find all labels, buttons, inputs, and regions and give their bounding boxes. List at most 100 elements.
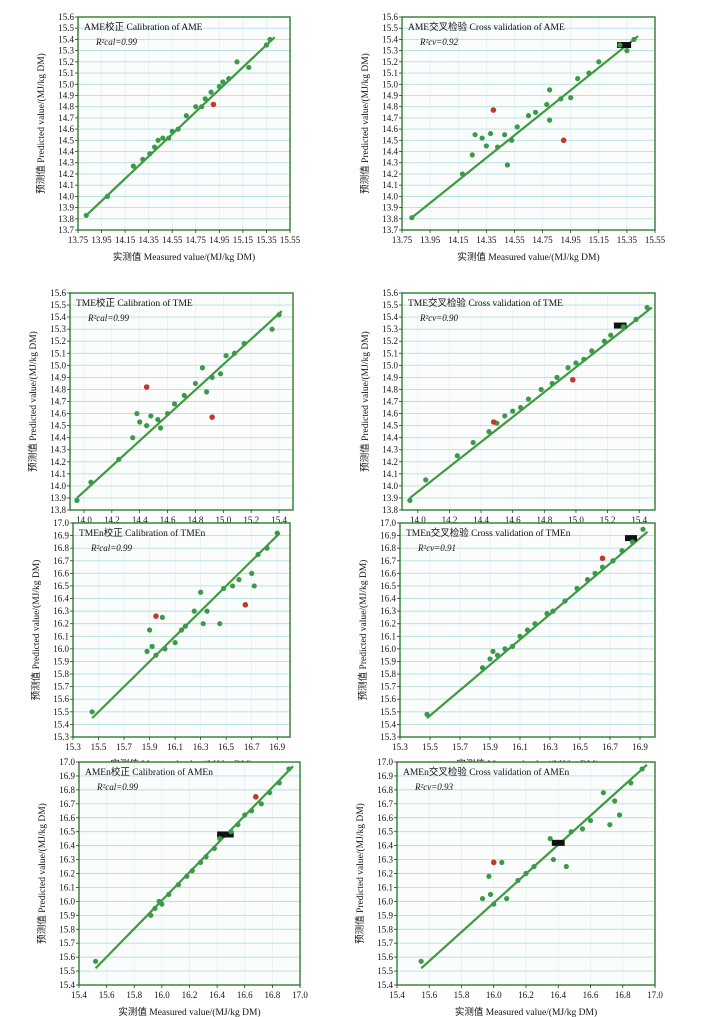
y-tick-label: 13.9	[382, 203, 398, 213]
r-squared-label: R²cal=0.99	[95, 37, 138, 47]
y-tick-label: 14.3	[50, 445, 66, 455]
data-point	[264, 545, 270, 551]
data-point	[563, 863, 569, 870]
x-tick-label: 13.75	[392, 235, 413, 245]
x-tick-label: 14.4	[473, 515, 489, 525]
x-tick-label: 15.55	[645, 235, 666, 245]
data-point	[181, 392, 187, 399]
x-tick-label: 16.2	[518, 990, 534, 1000]
y-tick-label: 14.3	[58, 158, 74, 168]
y-tick-label: 16.2	[59, 869, 75, 879]
y-tick-label: 16.4	[380, 594, 396, 604]
y-tick-label: 16.4	[53, 594, 69, 604]
data-point	[620, 324, 626, 330]
data-point	[586, 70, 592, 76]
y-tick-label: 16.9	[380, 531, 396, 541]
data-point	[510, 408, 516, 414]
y-tick-label: 14.8	[58, 102, 74, 112]
x-tick-label: 14.75	[186, 235, 207, 245]
data-point	[159, 614, 165, 621]
y-tick-label: 17.0	[59, 757, 75, 767]
data-point	[502, 413, 508, 419]
y-tick-label: 15.4	[58, 34, 74, 44]
x-tick-label: 15.4	[71, 990, 87, 1000]
overlap-band	[613, 322, 627, 329]
x-tick-label: 15.2	[600, 515, 616, 525]
y-tick-label: 14.9	[58, 90, 74, 100]
x-tick-label: 14.95	[209, 235, 230, 245]
y-tick-label: 13.8	[382, 505, 398, 515]
data-point	[226, 76, 232, 82]
data-point	[479, 665, 486, 671]
r-squared-label: R²cv=0.93	[414, 782, 454, 792]
data-point	[631, 36, 637, 43]
data-point	[134, 410, 140, 417]
data-point	[579, 826, 586, 832]
data-point	[549, 380, 555, 387]
data-point	[234, 59, 240, 65]
data-point	[479, 895, 486, 902]
x-tick-label: 15.4	[389, 990, 405, 1000]
panel-title: TME交叉检验 Cross validation of TME	[408, 297, 563, 309]
y-tick-label: 15.3	[50, 324, 66, 334]
panel-title: AMEn交叉检验 Cross validation of AMEn	[403, 766, 569, 778]
x-tick-label: 15.15	[589, 235, 610, 245]
plot-frame	[399, 522, 656, 738]
data-point	[152, 905, 158, 911]
y-tick-label: 14.8	[382, 102, 398, 112]
y-tick-label: 15.3	[53, 732, 69, 742]
plot-frame	[401, 16, 656, 231]
data-point	[231, 350, 238, 356]
x-tick-label: 14.0	[410, 515, 426, 525]
y-tick-label: 14.1	[382, 469, 398, 479]
x-tick-label: 16.3	[193, 742, 209, 752]
data-point	[217, 621, 223, 627]
data-point	[221, 585, 227, 592]
data-point	[479, 135, 485, 141]
y-tick-label: 14.1	[58, 180, 74, 190]
data-point	[504, 162, 511, 168]
y-tick-label: 14.3	[382, 158, 398, 168]
data-point	[514, 124, 520, 130]
y-tick-label: 16.0	[59, 896, 75, 906]
data-point	[610, 558, 616, 564]
y-tick-label: 15.2	[58, 57, 74, 67]
y-tick-label: 15.8	[59, 924, 75, 934]
y-tick-label: 15.6	[380, 694, 396, 704]
y-tick-label: 16.5	[59, 827, 75, 837]
y-tick-label: 15.1	[58, 68, 74, 78]
y-tick-label: 16.3	[377, 855, 393, 865]
data-point	[546, 87, 553, 93]
x-tick-label: 15.7	[452, 742, 468, 752]
data-point	[255, 551, 261, 558]
y-tick-label: 16.8	[59, 785, 75, 795]
data-point	[568, 829, 574, 835]
data-point	[515, 877, 521, 884]
y-tick-label: 14.1	[382, 180, 398, 190]
x-tick-label: 14.6	[505, 515, 521, 525]
data-point	[607, 822, 613, 828]
y-tick-label: 15.2	[50, 336, 66, 346]
data-point	[587, 817, 594, 824]
data-point	[130, 435, 136, 441]
data-point	[92, 958, 99, 964]
data-point	[538, 386, 544, 393]
x-tick-label: 14.8	[188, 515, 204, 525]
y-tick-label: 16.0	[53, 644, 69, 654]
y-tick-label: 15.3	[382, 46, 398, 56]
data-point	[628, 780, 634, 786]
data-point	[175, 882, 182, 888]
data-point	[487, 656, 493, 662]
x-tick-label: 15.8	[454, 990, 470, 1000]
y-tick-label: 14.3	[382, 445, 398, 455]
y-tick-label: 14.9	[50, 372, 66, 382]
chart-panel-5: 15.3 15.4 15.5 15.6 15.7 15.8 15.9 16.0 16.1 16.2…	[30, 518, 291, 770]
y-tick-label: 16.3	[380, 606, 396, 616]
y-tick-label: 13.8	[58, 214, 74, 224]
data-point	[199, 365, 206, 371]
data-point	[407, 497, 413, 503]
data-point	[612, 798, 618, 804]
y-tick-label: 14.6	[382, 124, 398, 134]
